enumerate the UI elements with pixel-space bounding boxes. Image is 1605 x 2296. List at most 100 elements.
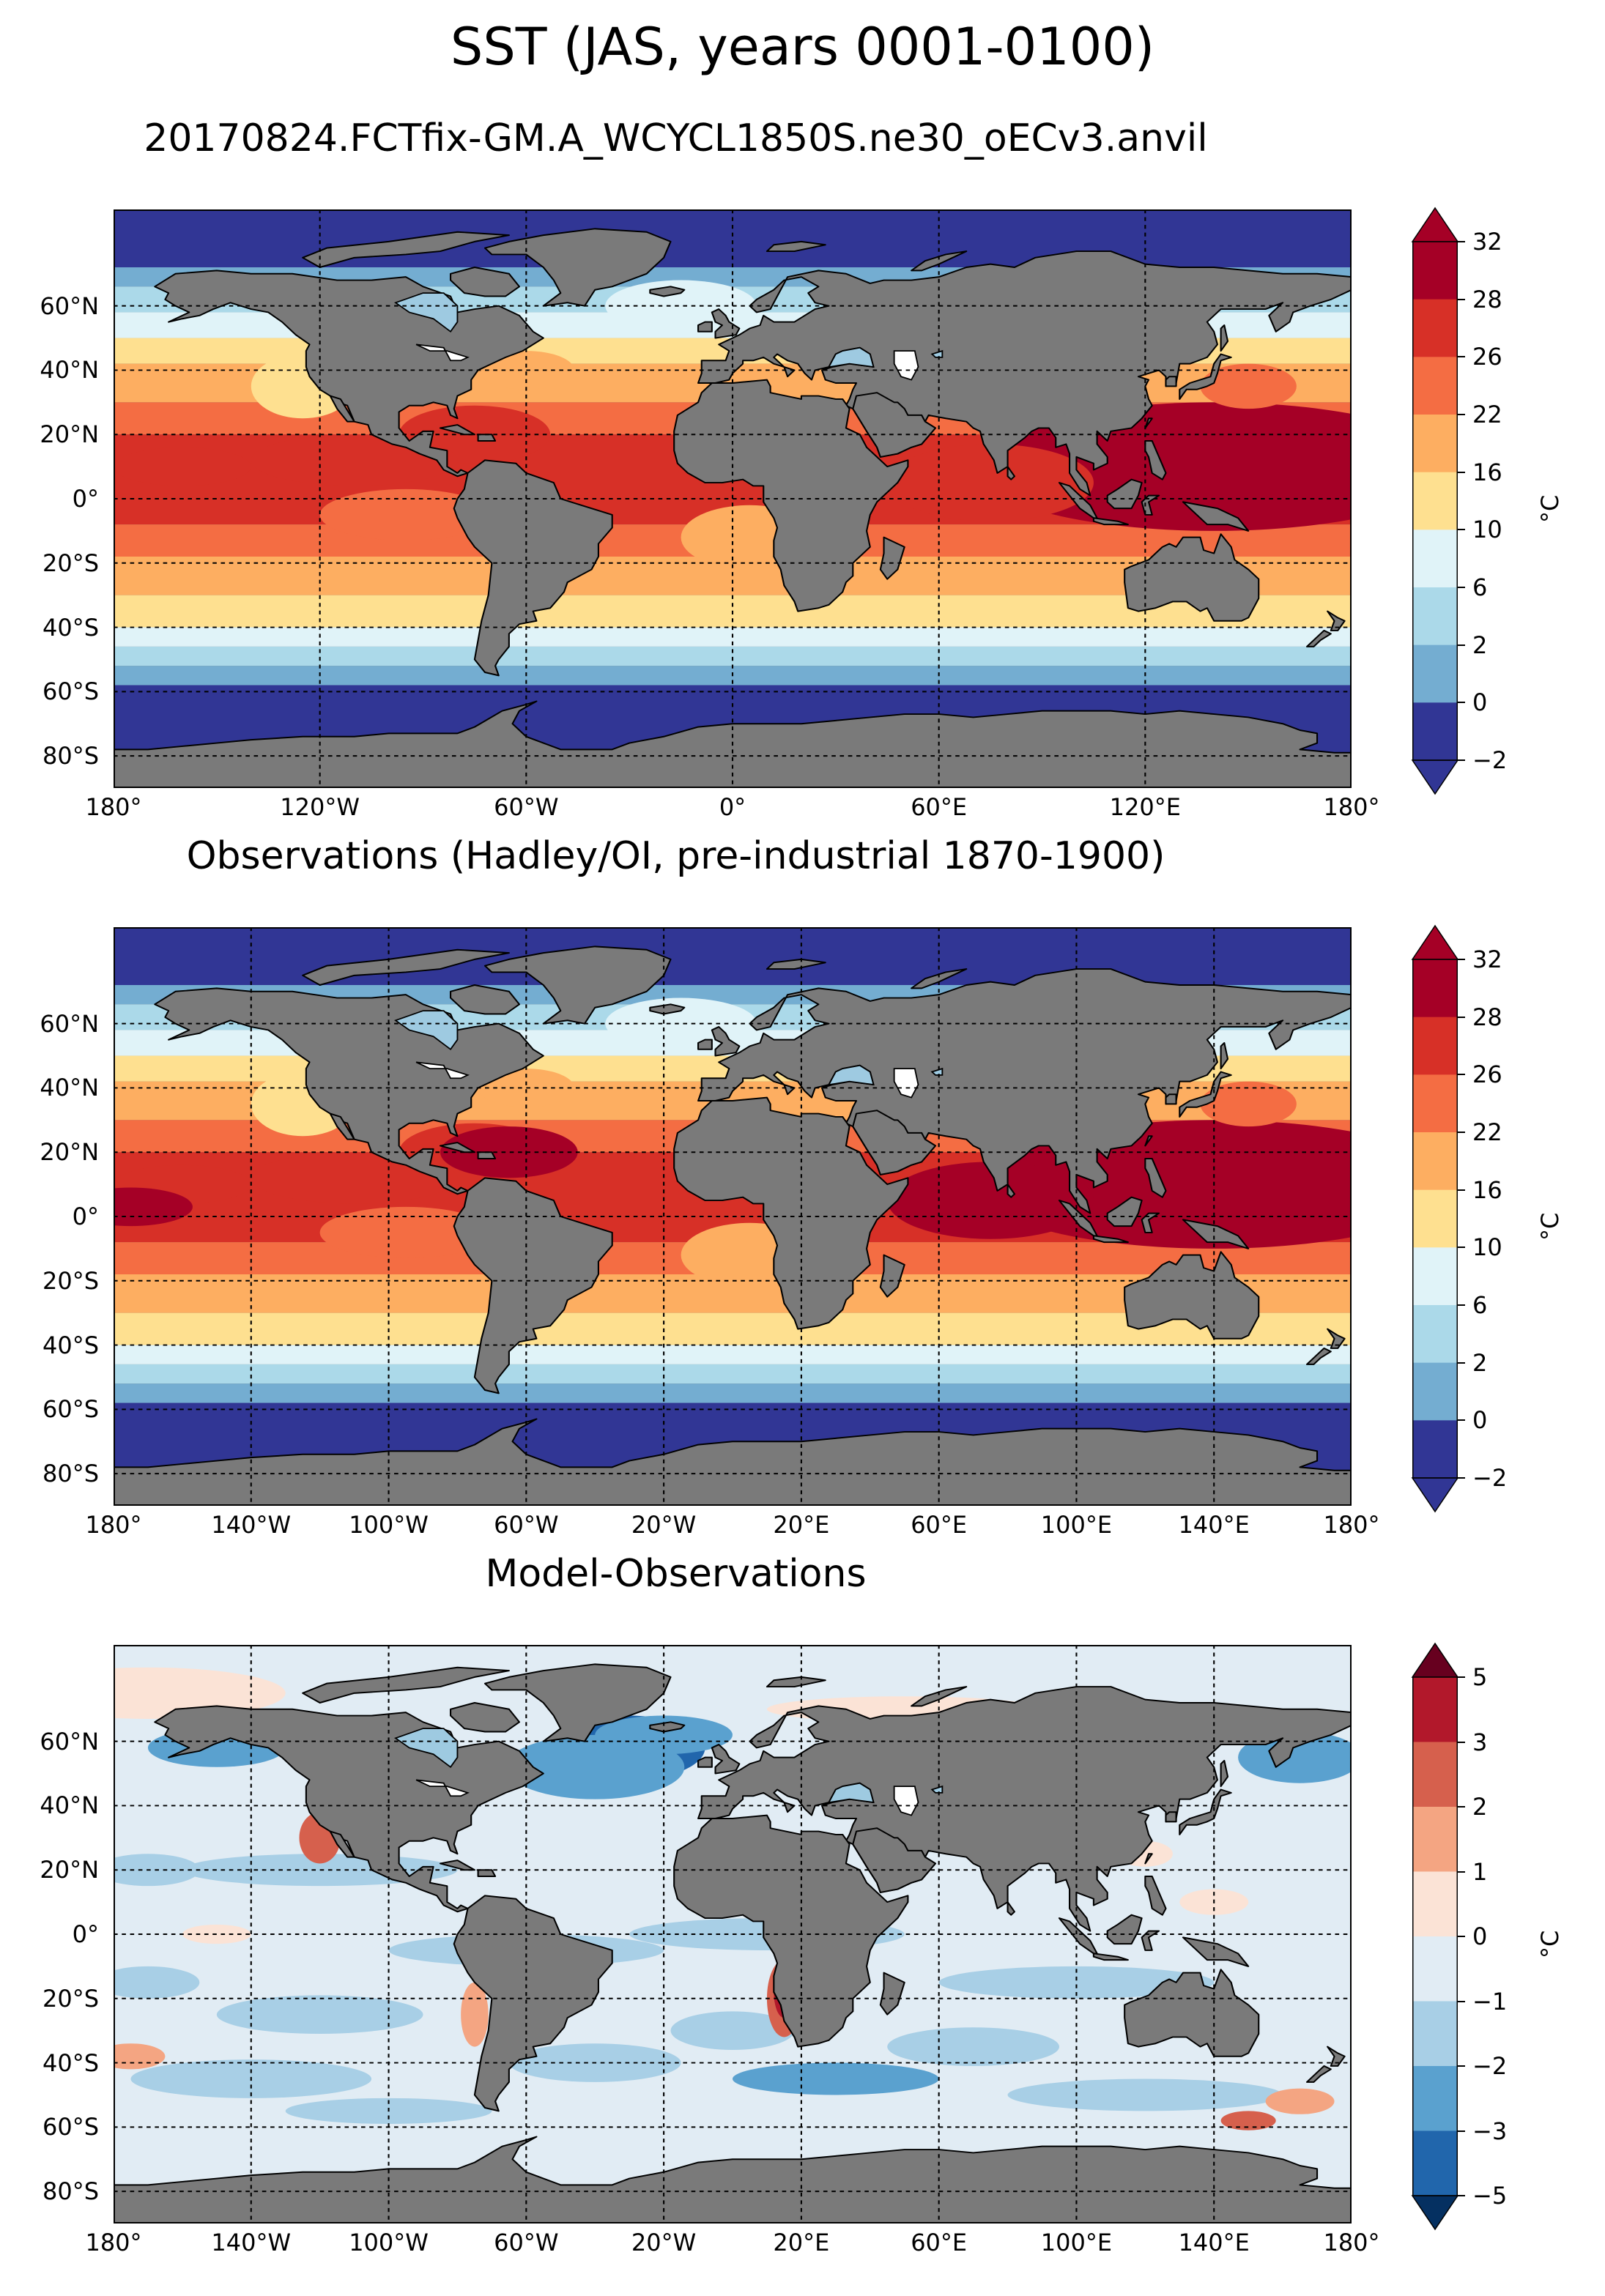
diff-warm-blob (1265, 2088, 1335, 2114)
land-cuba (439, 424, 475, 436)
colorbar-tick-mark (1458, 702, 1465, 704)
land-korea (1165, 376, 1177, 387)
land-south-america (453, 1177, 613, 1394)
lon-tick-label: 100°W (349, 2229, 429, 2256)
colorbar-tick-mark (1458, 1189, 1465, 1191)
panel-title: Observations (Hadley/OI, pre-industrial … (186, 834, 1165, 878)
colorbar-extend-max (1411, 924, 1459, 960)
land-sri-lanka (1007, 1901, 1016, 1916)
lon-tick-label: 60°W (494, 793, 559, 821)
colorbar-tick-label: −2 (1472, 1464, 1508, 1492)
colorbar-tick-label: 10 (1472, 1233, 1502, 1262)
colorbar-extend-min (1411, 1477, 1459, 1513)
land-arabia (852, 1827, 937, 1893)
colorbar-swatch (1412, 357, 1458, 415)
land-baffin (449, 984, 521, 1015)
colorbar-swatch (1412, 299, 1458, 357)
lon-tick-label: 180° (85, 2229, 142, 2256)
land-svalbard (766, 958, 826, 970)
lon-tick-label: 120°W (280, 793, 360, 821)
land-greenland (483, 945, 672, 1025)
land-ireland (697, 1756, 713, 1768)
diff-cool-blob (1007, 2078, 1283, 2111)
land-borneo (1106, 1196, 1143, 1227)
colorbar-tick-mark (1458, 1361, 1465, 1364)
warm-pool-blob (440, 1126, 578, 1178)
land-baffin (449, 1702, 521, 1733)
land-hispaniola (477, 434, 497, 442)
land-australia (1124, 1251, 1260, 1340)
lon-tick-label: 20°W (631, 2229, 697, 2256)
diff-cool-blob (938, 1966, 1215, 1999)
colorbar-swatch (1412, 1420, 1458, 1479)
sst-zonal-band (114, 1345, 1352, 1364)
colorbar-tick-label: 3 (1472, 1728, 1488, 1756)
colorbar-tick-label: 2 (1472, 1348, 1488, 1377)
colorbar-swatch (1412, 959, 1458, 1018)
land-sulawesi (1141, 494, 1160, 516)
land-java (1092, 517, 1129, 526)
land-iceland (649, 286, 686, 297)
colorbar-tick-label: 26 (1472, 343, 1502, 371)
land-philippines (1144, 440, 1167, 480)
colorbar-swatch (1412, 2001, 1458, 2067)
lon-tick-label: 60°W (494, 1511, 559, 1539)
lat-tick-label: 60°S (42, 1395, 99, 1424)
lon-tick-label: 60°W (494, 2229, 559, 2256)
colorbar-swatch (1412, 415, 1458, 473)
colorbar-swatch (1412, 1017, 1458, 1075)
colorbar-tick-mark (1458, 241, 1465, 242)
colorbar-tick-mark (1458, 1676, 1465, 1678)
lon-tick-label: 0° (719, 793, 746, 821)
land-japan (1179, 353, 1232, 400)
land-sri-lanka (1007, 1184, 1016, 1198)
lon-tick-label: 180° (85, 793, 142, 821)
colorbar-tick-label: 5 (1472, 1663, 1488, 1691)
lat-tick-label: 20°N (40, 1856, 99, 1884)
colorbar-tick-mark (1458, 1741, 1465, 1743)
land-africa (673, 1814, 909, 2048)
inland-water (827, 1782, 875, 1804)
land-antarctica (114, 1418, 1352, 1506)
sst-zonal-band (114, 1383, 1352, 1403)
gulf-kuroshio-blob (478, 351, 575, 390)
colorbar-graphic (1411, 207, 1459, 795)
lat-tick-label: 80°S (42, 742, 99, 770)
colorbar-tick-mark (1458, 1936, 1465, 1937)
land-philippines (1144, 1158, 1167, 1198)
lat-tick-label: 0° (72, 1203, 99, 1230)
land-sri-lanka (1007, 466, 1016, 480)
land-hispaniola (477, 1151, 497, 1159)
colorbar-outline (1412, 1676, 1458, 2196)
land-africa (673, 1096, 909, 1330)
land-arabia (852, 1110, 937, 1175)
lat-tick-label: 60°S (42, 2113, 99, 2141)
colorbar-tick-label: 10 (1472, 516, 1502, 544)
inland-water (415, 343, 470, 362)
inland-water (827, 346, 875, 368)
land-britain (711, 308, 741, 339)
land-ireland (697, 321, 713, 332)
colorbar-unit-label: °C (1536, 1930, 1564, 1958)
colorbar-extend-max (1411, 207, 1459, 242)
map-panel-model (114, 209, 1352, 788)
colorbar-tick-mark (1458, 298, 1465, 300)
colorbar-swatch (1412, 1677, 1458, 1742)
colorbar-tick-label: 1 (1472, 1857, 1488, 1886)
lon-tick-label: 20°E (773, 1511, 830, 1539)
panel-title: Model-Observations (485, 1552, 867, 1596)
land-sakhalin (1220, 1760, 1229, 1788)
land-new-guinea (1182, 501, 1250, 532)
land-greenland (483, 1663, 672, 1742)
land-south-america (453, 1895, 613, 2112)
land-svalbard (766, 1676, 826, 1688)
land-madagascar (879, 1972, 905, 2015)
land-hispaniola (477, 1869, 497, 1877)
colorbar-tick-label: −2 (1472, 2052, 1508, 2080)
land-new-guinea (1182, 1219, 1250, 1249)
colorbar-tick-mark (1458, 2065, 1465, 2067)
colorbar-tick-label: −2 (1472, 746, 1508, 774)
colorbar-tick-mark (1458, 471, 1465, 473)
land-baffin (449, 267, 521, 297)
colorbar-tick-label: 22 (1472, 1118, 1502, 1146)
